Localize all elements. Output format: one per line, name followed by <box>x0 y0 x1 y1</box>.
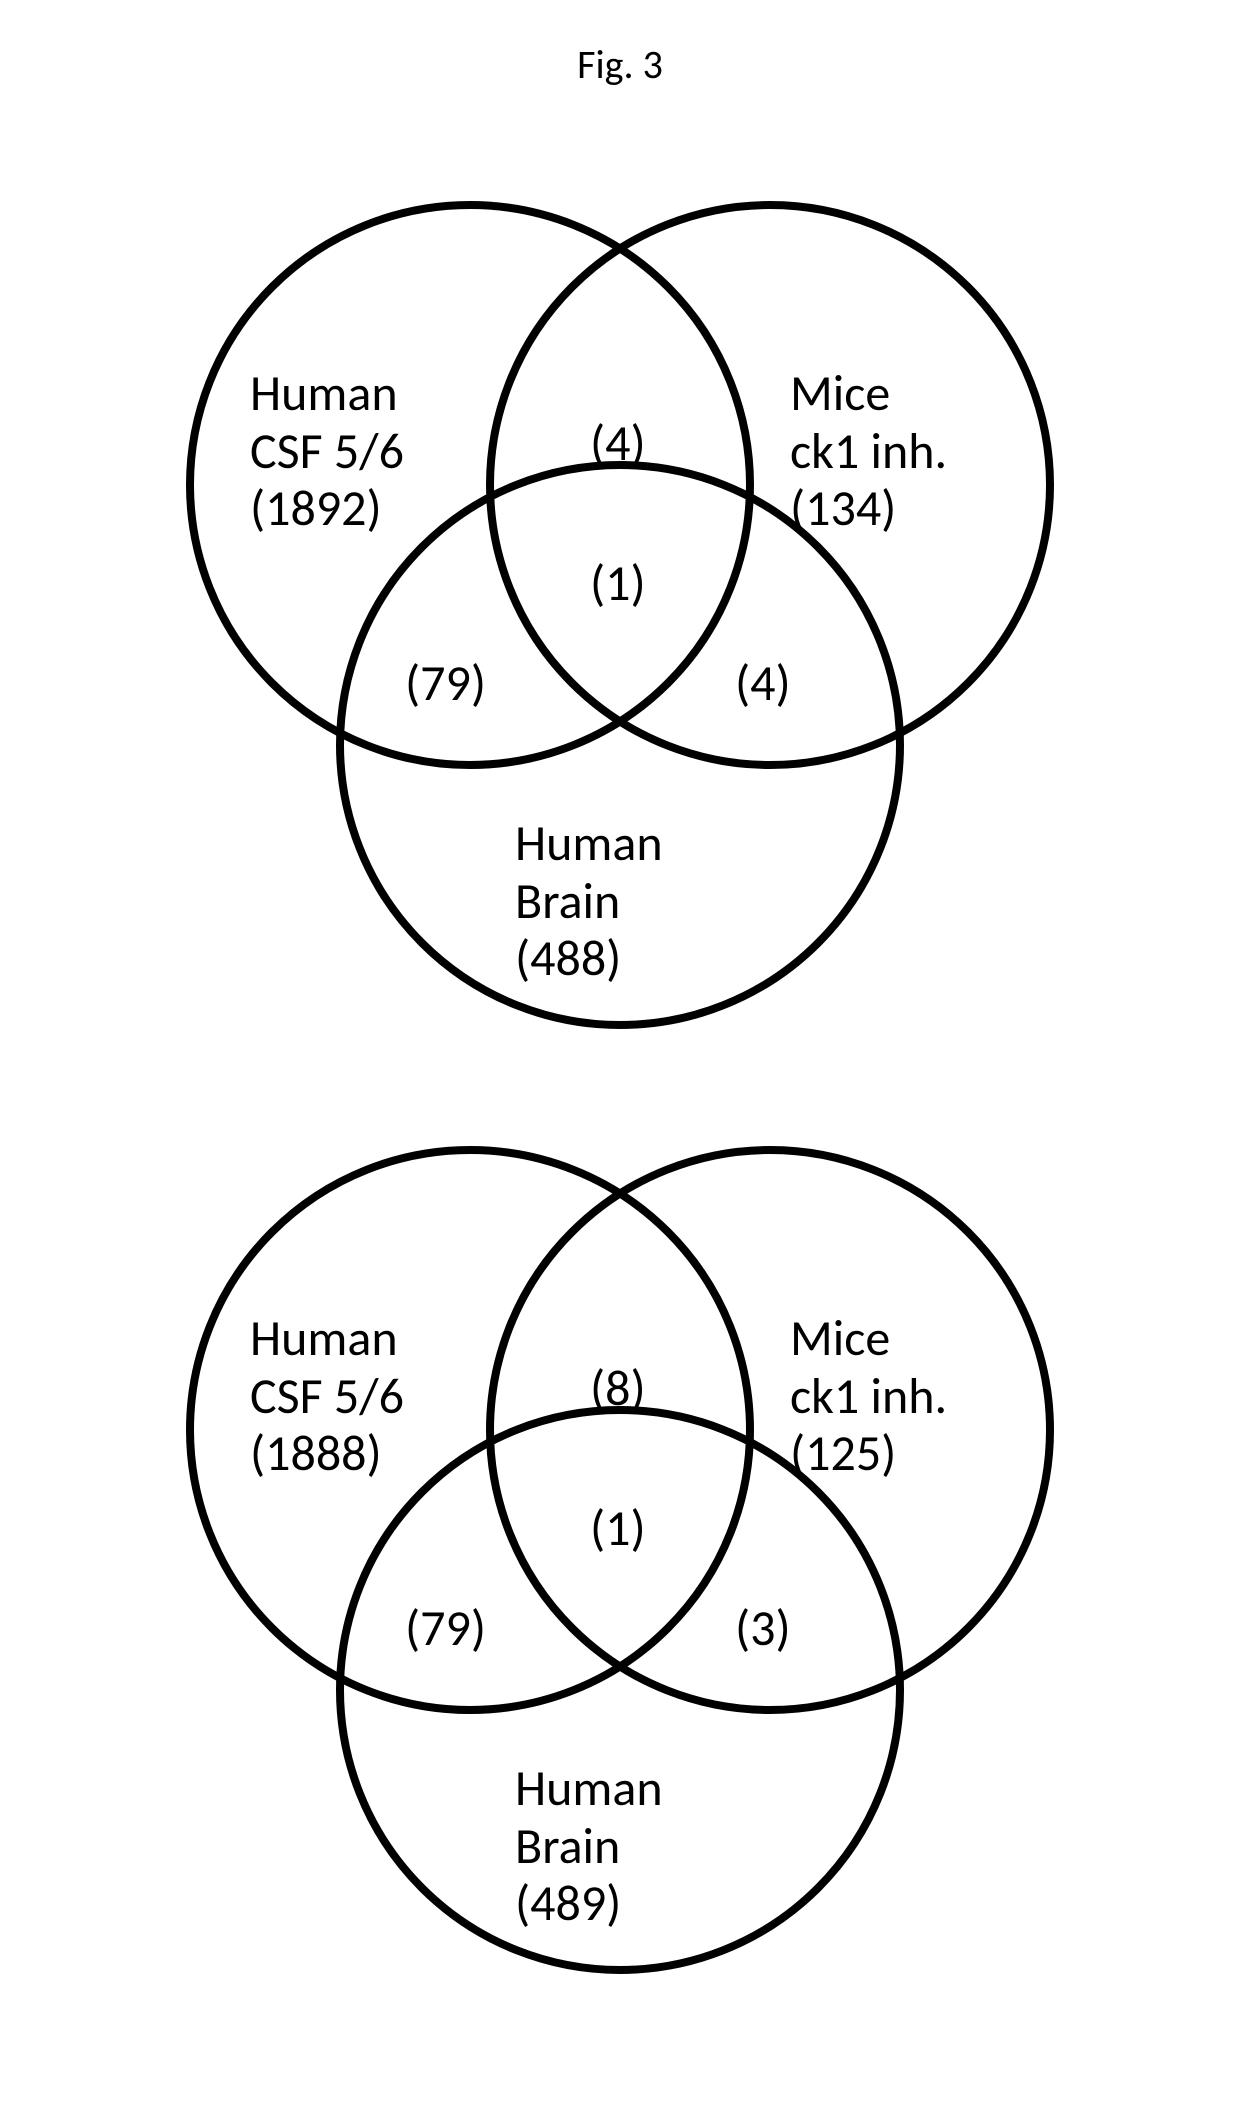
venn-bottom-ab-value: (8) <box>590 1360 646 1418</box>
venn-top-set-b-label: Mice ck1 inh. (134) <box>790 365 947 538</box>
figure-title: Fig. 3 <box>0 40 1240 89</box>
venn-top-set-a-label: Human CSF 5/6 (1892) <box>250 365 404 538</box>
venn-bottom-ac-value: (79) <box>405 1600 486 1658</box>
page: Fig. 3 Human CSF 5/6 (1892) Mice ck1 inh… <box>0 0 1240 2104</box>
venn-bottom-bc-value: (3) <box>735 1600 791 1658</box>
venn-top-ab-value: (4) <box>590 415 646 473</box>
venn-top-abc-value: (1) <box>590 555 646 613</box>
venn-bottom-abc-value: (1) <box>590 1500 646 1558</box>
venn-bottom-set-c-label: Human Brain (489) <box>515 1760 663 1933</box>
venn-bottom: Human CSF 5/6 (1888) Mice ck1 inh. (125)… <box>0 1100 1240 1980</box>
venn-top: Human CSF 5/6 (1892) Mice ck1 inh. (134)… <box>0 155 1240 1035</box>
venn-bottom-set-b-label: Mice ck1 inh. (125) <box>790 1310 947 1483</box>
venn-top-ac-value: (79) <box>405 655 486 713</box>
venn-top-set-c-label: Human Brain (488) <box>515 815 663 988</box>
venn-top-bc-value: (4) <box>735 655 791 713</box>
venn-bottom-set-a-label: Human CSF 5/6 (1888) <box>250 1310 404 1483</box>
